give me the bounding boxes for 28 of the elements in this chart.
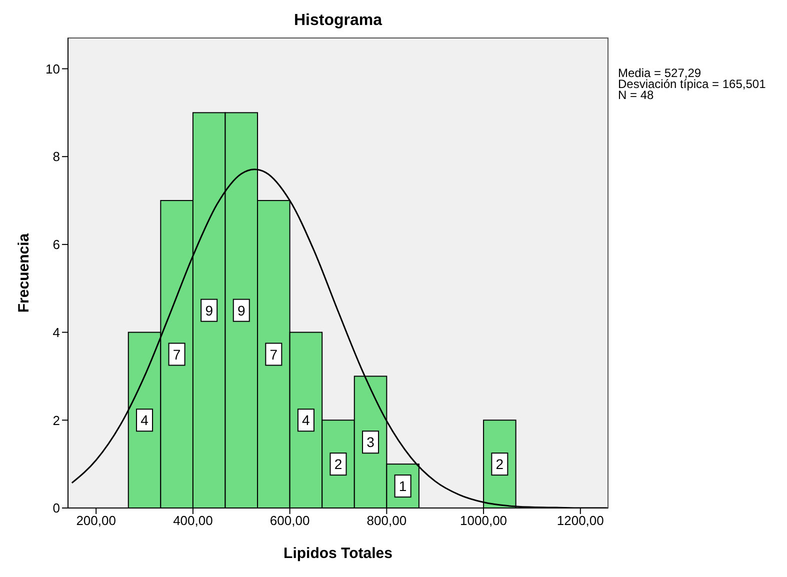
data-label: 9 <box>205 302 214 318</box>
x-tick-label: 1200,00 <box>556 513 604 528</box>
data-label: 3 <box>366 434 375 450</box>
data-label: 1 <box>398 478 407 494</box>
data-label: 2 <box>496 456 504 472</box>
y-tick-label: 10 <box>46 61 60 76</box>
chart-title: Histograma <box>292 12 384 30</box>
data-label: 2 <box>334 456 342 472</box>
data-label: 4 <box>302 412 310 428</box>
y-tick-label: 2 <box>52 412 60 428</box>
x-tick-label: 1000,00 <box>460 513 508 528</box>
x-tick-label: 200,00 <box>76 513 116 528</box>
text: N = 48 <box>618 88 654 102</box>
text: Media = 527,29 <box>618 66 702 80</box>
x-tick-label: 600,00 <box>270 513 310 528</box>
x-axis-title: Lipidos Totales <box>284 545 392 562</box>
y-tick-label: 0 <box>52 500 60 516</box>
y-tick-label: 4 <box>52 324 60 340</box>
y-axis-title: Frecuencia <box>15 232 32 313</box>
data-label: 7 <box>270 346 278 362</box>
data-label: 4 <box>140 412 149 428</box>
y-tick-label: 6 <box>52 237 60 252</box>
y-tick-label: 8 <box>52 149 60 164</box>
data-label: 7 <box>172 346 181 362</box>
x-tick-label: 400,00 <box>173 513 213 528</box>
text: Desviación típica = 165,501 <box>618 77 766 91</box>
x-tick-label: 800,00 <box>366 513 407 528</box>
data-label: 9 <box>237 302 246 318</box>
